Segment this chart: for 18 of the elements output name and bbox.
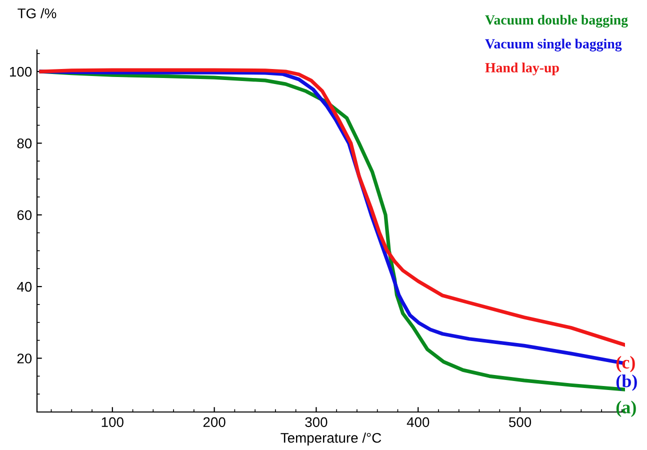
y-tick-label: 60	[17, 210, 32, 220]
x-tick-label: 200	[203, 417, 226, 428]
x-tick-label: 100	[102, 417, 124, 428]
x-tick-label: 400	[406, 417, 430, 428]
x-tick-label: 300	[305, 417, 328, 428]
text: Vacuum single bagging	[485, 38, 622, 52]
x-axis-title: Temperature /°C	[280, 432, 382, 446]
text: Vacuum double bagging	[485, 14, 628, 28]
annotation: (c)	[616, 356, 635, 372]
y-tick-label: 40	[17, 282, 32, 292]
annotation: (a)	[616, 400, 636, 418]
y-axis-title: TG /%	[18, 8, 56, 18]
y-tick-label: 100	[10, 66, 32, 77]
y-tick-label: 20	[17, 354, 32, 364]
text: Hand lay-up	[485, 62, 559, 76]
y-tick-label: 80	[17, 138, 32, 148]
x-tick-label: 500	[509, 417, 532, 428]
annotation: (b)	[616, 374, 637, 391]
